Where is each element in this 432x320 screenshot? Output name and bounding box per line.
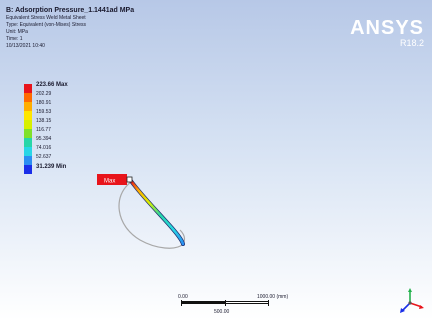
legend-level-label: 52.637 — [36, 154, 52, 160]
legend-swatch — [24, 165, 32, 174]
result-info-line: Type: Equivalent (von-Mises) Stress — [6, 22, 87, 28]
scale-tick — [225, 300, 226, 306]
scale-bar: 0.00 1000.00 (mm) 500.00 — [178, 294, 318, 320]
scale-tick — [181, 300, 182, 306]
result-info: B: Adsorption Pressure_1.1441ad MPa Equi… — [6, 7, 134, 50]
scale-end-label: 1000.00 (mm) — [257, 294, 289, 300]
scale-start-label: 0.00 — [178, 294, 188, 300]
legend-level-label: 116.77 — [36, 127, 51, 133]
legend-swatch — [24, 120, 32, 129]
max-probe-marker — [126, 176, 133, 183]
weld-outline — [118, 181, 186, 249]
brand-name: ANSYS — [350, 17, 424, 39]
legend-min-label: 31.239 Min — [36, 164, 67, 170]
legend-max-label: 223.66 Max — [36, 82, 68, 88]
legend-swatch — [24, 84, 32, 93]
result-info-line: Unit: MPa — [6, 29, 28, 35]
legend-level-label: 74.016 — [36, 145, 52, 151]
brand-version: R18.2 — [399, 38, 424, 48]
ansys-logo: ANSYS R18.2 — [350, 18, 424, 49]
legend-level-label: 95.394 — [36, 136, 52, 142]
legend-swatch — [24, 93, 32, 102]
legend-level-label: 202.29 — [36, 91, 52, 97]
legend-level-label: 180.91 — [36, 100, 52, 106]
scale-mid-label: 500.00 — [214, 309, 230, 315]
result-info-line: Time: 1 — [6, 36, 23, 42]
legend-swatch — [24, 147, 32, 156]
scale-tick — [268, 300, 269, 306]
axis-triad-icon[interactable] — [396, 286, 426, 316]
legend-level-label: 159.53 — [36, 109, 52, 115]
legend-swatch — [24, 129, 32, 138]
legend-swatch — [24, 138, 32, 147]
result-info-line: 10/13/2021 10:40 — [6, 43, 45, 49]
scale-segment — [181, 301, 225, 304]
max-probe-label: Max — [104, 179, 115, 185]
legend-swatch — [24, 102, 32, 111]
weld-band-stress — [129, 179, 185, 246]
legend-swatch — [24, 156, 32, 165]
result-info-line: Equivalent Stress Weld Metal Sheet — [6, 15, 86, 21]
result-title: B: Adsorption Pressure_1.1441ad MPa — [6, 7, 135, 14]
max-probe-tag — [97, 174, 127, 185]
legend-swatch — [24, 111, 32, 120]
legend-level-label: 138.15 — [36, 118, 52, 124]
scale-segment — [225, 301, 269, 304]
